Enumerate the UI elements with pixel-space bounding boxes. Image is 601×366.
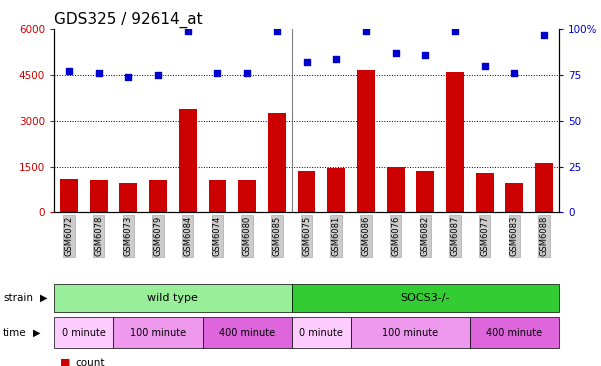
Bar <box>357 71 375 212</box>
Bar <box>114 317 203 348</box>
Text: GSM6086: GSM6086 <box>361 216 370 256</box>
Text: 100 minute: 100 minute <box>382 328 439 338</box>
Text: GSM6075: GSM6075 <box>302 216 311 256</box>
Text: GSM6084: GSM6084 <box>183 216 192 256</box>
Text: GSM6083: GSM6083 <box>510 216 519 256</box>
Bar <box>386 167 404 212</box>
Text: ▶: ▶ <box>40 293 47 303</box>
Bar <box>535 164 553 212</box>
Text: GSM6076: GSM6076 <box>391 216 400 256</box>
Bar <box>505 183 523 212</box>
Point <box>361 28 371 34</box>
Point <box>64 68 74 74</box>
Text: 400 minute: 400 minute <box>219 328 275 338</box>
Text: 0 minute: 0 minute <box>299 328 343 338</box>
Text: ▶: ▶ <box>33 328 40 338</box>
Text: GSM6078: GSM6078 <box>94 216 103 256</box>
Text: 100 minute: 100 minute <box>130 328 186 338</box>
Point <box>213 70 222 76</box>
Bar <box>209 180 227 212</box>
Text: 0 minute: 0 minute <box>62 328 106 338</box>
Text: ■: ■ <box>60 358 70 366</box>
Point <box>124 74 133 80</box>
Text: GSM6080: GSM6080 <box>243 216 252 256</box>
Text: GSM6079: GSM6079 <box>153 216 162 256</box>
Text: GSM6087: GSM6087 <box>451 216 460 256</box>
Text: SOCS3-/-: SOCS3-/- <box>400 293 450 303</box>
Bar <box>238 180 256 212</box>
Text: time: time <box>3 328 26 338</box>
Point <box>421 52 430 58</box>
Bar <box>291 317 351 348</box>
Bar <box>54 284 291 312</box>
Text: GSM6077: GSM6077 <box>480 216 489 256</box>
Point <box>510 70 519 76</box>
Bar <box>297 171 316 212</box>
Bar <box>268 113 285 212</box>
Bar <box>90 180 108 212</box>
Text: GSM6085: GSM6085 <box>272 216 281 256</box>
Bar <box>351 317 470 348</box>
Point <box>331 56 341 61</box>
Bar <box>476 173 493 212</box>
Bar <box>291 284 559 312</box>
Bar <box>416 171 434 212</box>
Bar <box>54 317 114 348</box>
Bar <box>328 168 345 212</box>
Bar <box>179 109 197 212</box>
Text: 400 minute: 400 minute <box>486 328 543 338</box>
Bar <box>60 179 78 212</box>
Bar <box>149 180 167 212</box>
Point <box>183 28 192 34</box>
Point <box>302 59 311 65</box>
Point <box>94 70 103 76</box>
Text: GSM6082: GSM6082 <box>421 216 430 256</box>
Text: strain: strain <box>3 293 33 303</box>
Text: count: count <box>75 358 105 366</box>
Text: GSM6081: GSM6081 <box>332 216 341 256</box>
Bar <box>120 183 137 212</box>
Point <box>272 28 282 34</box>
Text: GDS325 / 92614_at: GDS325 / 92614_at <box>54 12 203 28</box>
Text: GSM6073: GSM6073 <box>124 216 133 256</box>
Bar <box>470 317 559 348</box>
Point <box>242 70 252 76</box>
Bar <box>446 72 464 212</box>
Text: GSM6074: GSM6074 <box>213 216 222 256</box>
Point <box>480 63 489 69</box>
Text: GSM6072: GSM6072 <box>64 216 73 256</box>
Bar <box>203 317 291 348</box>
Point <box>539 32 549 38</box>
Text: wild type: wild type <box>147 293 198 303</box>
Point <box>391 50 400 56</box>
Text: GSM6088: GSM6088 <box>540 216 549 256</box>
Point <box>450 28 460 34</box>
Point <box>153 72 163 78</box>
